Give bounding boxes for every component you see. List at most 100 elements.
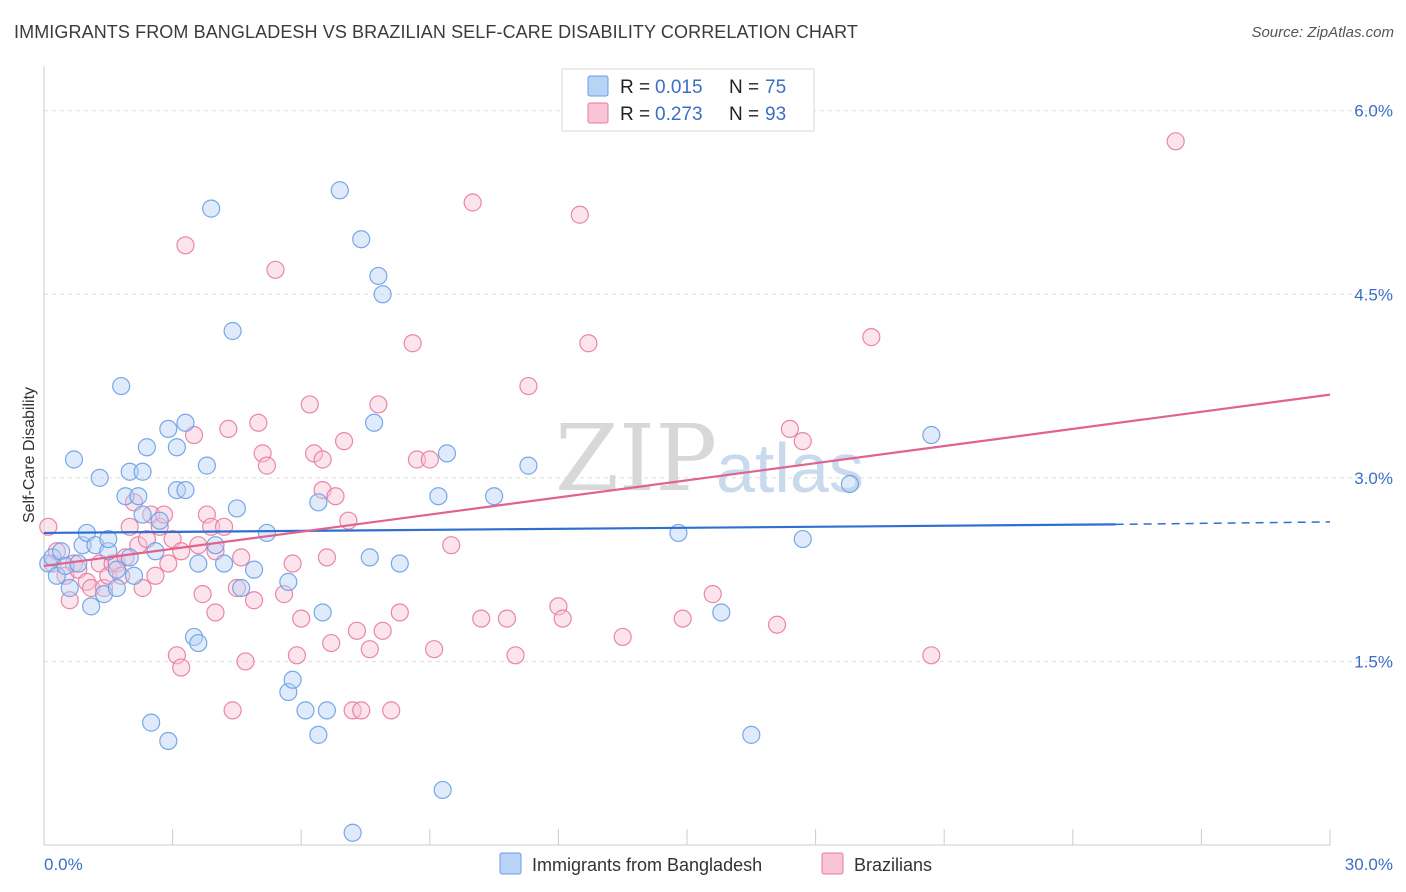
data-point-brazilians — [120, 517, 139, 536]
data-point-brazilians — [292, 609, 311, 628]
trend-line-bangladesh — [43, 523, 1116, 535]
legend-n-label-2: N = — [729, 104, 759, 125]
data-point-brazilians — [266, 260, 285, 279]
data-point-brazilians — [176, 236, 195, 255]
data-point-brazilians — [497, 609, 517, 628]
data-point-bangladesh — [197, 456, 216, 475]
legend-n-label-1: N = — [729, 77, 759, 98]
data-point-bangladesh — [429, 487, 448, 506]
y-tick-label: 6.0% — [1354, 102, 1393, 121]
data-point-brazilians — [703, 585, 722, 604]
data-point-bangladesh — [922, 425, 941, 445]
data-point-bangladesh — [189, 633, 208, 653]
watermark: ZIP atlas — [555, 405, 864, 512]
x-tick-labels: 0.0% 30.0% — [44, 855, 1393, 874]
watermark-zip: ZIP — [555, 405, 717, 512]
data-point-brazilians — [767, 615, 787, 634]
data-point-brazilians — [442, 536, 461, 555]
data-point-brazilians — [334, 432, 354, 451]
data-point-bangladesh — [137, 438, 156, 457]
data-point-bangladesh — [69, 554, 88, 573]
bottom-legend-label-bangladesh: Immigrants from Bangladesh — [532, 855, 762, 875]
data-point-brazilians — [313, 450, 332, 469]
data-point-bangladesh — [232, 578, 251, 598]
legend-n-value-1: 75 — [765, 77, 786, 98]
data-point-brazilians — [244, 591, 264, 610]
data-point-bangladesh — [227, 499, 246, 518]
data-point-bangladesh — [309, 725, 328, 744]
data-point-bangladesh — [133, 505, 152, 524]
y-tick-labels: 1.5% 3.0% 4.5% 6.0% — [1354, 102, 1393, 672]
data-point-bangladesh — [52, 542, 71, 561]
data-point-bangladesh — [159, 419, 178, 439]
data-point-bangladesh — [279, 572, 298, 591]
legend-r-value-2: 0.273 — [655, 104, 703, 125]
data-point-brazilians — [369, 395, 388, 414]
data-point-bangladesh — [124, 566, 144, 585]
legend-r-value-1: 0.015 — [655, 77, 703, 98]
bottom-legend-swatch-bangladesh — [499, 852, 522, 875]
data-point-brazilians — [326, 487, 345, 506]
data-point-brazilians — [39, 517, 58, 536]
data-point-brazilians — [322, 633, 341, 653]
data-point-brazilians — [283, 554, 302, 573]
data-point-bangladesh — [176, 480, 195, 500]
data-point-brazilians — [579, 334, 598, 353]
data-point-brazilians — [553, 609, 572, 628]
data-point-bangladesh — [176, 413, 195, 432]
data-point-bangladesh — [60, 578, 79, 598]
data-point-bangladesh — [360, 548, 379, 567]
data-point-brazilians — [420, 450, 439, 469]
data-point-brazilians — [249, 413, 268, 432]
data-point-brazilians — [519, 376, 538, 396]
data-point-bangladesh — [742, 725, 761, 744]
data-point-bangladesh — [369, 266, 388, 286]
data-point-bangladesh — [317, 701, 337, 720]
y-tick-label: 3.0% — [1354, 469, 1393, 488]
legend-r-label-2: R = — [620, 104, 650, 125]
trend-line-bangladesh-dashed — [1115, 521, 1331, 526]
data-point-bangladesh — [133, 462, 152, 481]
data-point-brazilians — [206, 603, 225, 622]
data-points — [39, 132, 1185, 842]
data-point-brazilians — [287, 646, 307, 665]
data-point-bangladesh — [167, 438, 186, 457]
data-point-bangladesh — [485, 487, 504, 506]
data-point-brazilians — [172, 542, 191, 561]
data-point-bangladesh — [129, 487, 148, 506]
data-point-bangladesh — [112, 376, 131, 396]
x-tick-label: 30.0% — [1345, 855, 1393, 874]
data-point-brazilians — [793, 432, 812, 451]
data-point-bangladesh — [120, 548, 139, 567]
data-point-bangladesh — [99, 529, 118, 549]
data-point-bangladesh — [90, 468, 109, 487]
data-point-bangladesh — [519, 456, 538, 475]
data-point-brazilians — [373, 621, 392, 640]
data-point-brazilians — [780, 419, 799, 439]
data-point-brazilians — [360, 640, 379, 659]
data-point-brazilians — [347, 621, 367, 640]
data-point-bangladesh — [433, 780, 452, 800]
data-point-bangladesh — [309, 493, 328, 512]
grid-lines — [44, 110, 1380, 662]
legend-swatch-bangladesh — [587, 75, 609, 97]
data-point-brazilians — [214, 517, 234, 536]
bottom-legend-label-brazilians: Brazilians — [854, 855, 932, 875]
correlation-legend: R = 0.015 N = 75 R = 0.273 N = 93 — [561, 68, 815, 132]
data-point-bangladesh — [107, 578, 126, 598]
data-point-bangladesh — [352, 230, 371, 249]
data-point-brazilians — [403, 334, 422, 353]
data-point-bangladesh — [313, 603, 332, 622]
data-point-bangladesh — [373, 285, 392, 304]
data-point-brazilians — [570, 205, 589, 224]
data-point-brazilians — [390, 603, 409, 622]
data-point-bangladesh — [712, 603, 731, 622]
data-point-bangladesh — [283, 670, 302, 689]
data-point-bangladesh — [150, 511, 169, 530]
data-point-bangladesh — [840, 474, 859, 494]
data-point-brazilians — [232, 548, 251, 567]
series-legend: Immigrants from Bangladesh Brazilians — [499, 852, 932, 875]
data-point-bangladesh — [223, 321, 242, 341]
legend-r-label-1: R = — [620, 77, 650, 98]
